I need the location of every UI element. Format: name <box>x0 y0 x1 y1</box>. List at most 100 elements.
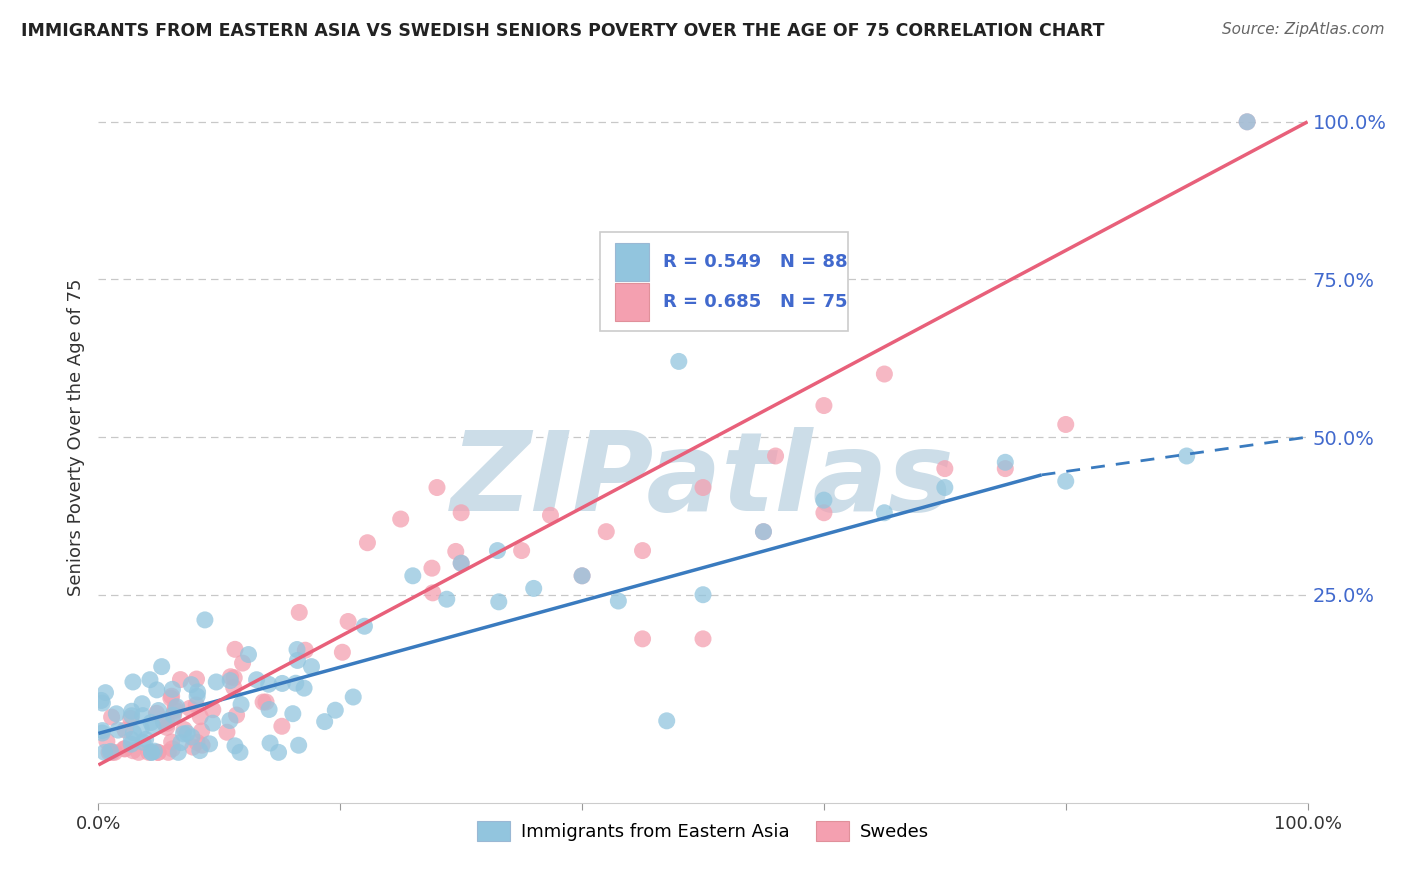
Point <box>222 681 245 695</box>
Point <box>156 720 179 734</box>
Point <box>1236 115 1258 129</box>
Point <box>143 744 166 758</box>
Text: ZIPatlas: ZIPatlas <box>451 427 955 534</box>
Point <box>252 695 274 709</box>
Point <box>139 673 162 687</box>
Point <box>201 716 224 731</box>
Point <box>232 656 254 670</box>
Point <box>167 745 190 759</box>
Point <box>188 709 211 723</box>
Point <box>201 703 224 717</box>
Point <box>752 524 775 539</box>
Legend: Immigrants from Eastern Asia, Swedes: Immigrants from Eastern Asia, Swedes <box>470 814 936 848</box>
Point <box>287 653 309 667</box>
Point <box>101 745 124 759</box>
Point <box>145 706 167 721</box>
Point <box>162 682 184 697</box>
Point <box>122 744 145 758</box>
Point <box>186 672 208 686</box>
Point <box>332 645 354 659</box>
Point <box>135 732 157 747</box>
Point <box>692 588 714 602</box>
Point <box>114 741 136 756</box>
Point <box>994 461 1017 475</box>
Point <box>342 690 364 704</box>
Point <box>114 723 136 737</box>
Point <box>257 702 280 716</box>
Point <box>631 632 654 646</box>
Point <box>1054 474 1077 488</box>
Point <box>173 723 195 737</box>
Point <box>420 561 443 575</box>
Point <box>100 710 122 724</box>
Point <box>813 493 835 508</box>
Point <box>224 642 246 657</box>
Point <box>323 703 346 717</box>
Point <box>139 715 162 730</box>
Point <box>450 556 472 570</box>
Point <box>121 708 143 723</box>
FancyBboxPatch shape <box>600 232 848 331</box>
Point <box>281 706 304 721</box>
Point <box>229 698 252 712</box>
Point <box>292 681 315 695</box>
Point <box>288 606 311 620</box>
Point <box>595 524 617 539</box>
Point <box>270 719 292 733</box>
Point <box>1054 417 1077 432</box>
Point <box>166 699 188 714</box>
Point <box>389 512 412 526</box>
Point <box>353 619 375 633</box>
Point <box>160 691 183 706</box>
Point <box>1236 115 1258 129</box>
Point <box>571 569 593 583</box>
Point <box>160 735 183 749</box>
Point <box>191 738 214 752</box>
Point <box>994 455 1017 469</box>
Point <box>486 543 509 558</box>
Point <box>224 671 246 685</box>
Point <box>162 708 184 723</box>
Point <box>96 734 118 748</box>
Point <box>224 739 246 753</box>
Point <box>219 673 242 688</box>
Point <box>138 745 160 759</box>
Point <box>93 745 115 759</box>
Point <box>120 737 142 751</box>
Point <box>1175 449 1198 463</box>
Point <box>436 592 458 607</box>
Point <box>121 732 143 747</box>
Point <box>225 708 247 723</box>
Point <box>301 659 323 673</box>
Point <box>813 506 835 520</box>
Point <box>257 677 280 691</box>
Point <box>146 745 169 759</box>
Point <box>186 735 208 749</box>
Point <box>169 673 191 687</box>
Point <box>934 481 956 495</box>
Point <box>450 506 472 520</box>
Point <box>450 556 472 570</box>
Y-axis label: Seniors Poverty Over the Age of 75: Seniors Poverty Over the Age of 75 <box>66 278 84 596</box>
Point <box>91 723 114 738</box>
Point <box>294 643 316 657</box>
Point <box>141 745 163 759</box>
Point <box>172 727 194 741</box>
Point <box>142 720 165 734</box>
Point <box>752 524 775 539</box>
Point <box>180 678 202 692</box>
Point <box>132 735 155 749</box>
Point <box>131 697 153 711</box>
Point <box>98 745 121 759</box>
Point <box>692 481 714 495</box>
Point <box>122 675 145 690</box>
Point <box>186 690 208 704</box>
Point <box>245 673 267 687</box>
Text: R = 0.549   N = 88: R = 0.549 N = 88 <box>664 252 848 270</box>
Point <box>607 594 630 608</box>
Point <box>631 543 654 558</box>
Point <box>205 675 228 690</box>
Text: IMMIGRANTS FROM EASTERN ASIA VS SWEDISH SENIORS POVERTY OVER THE AGE OF 75 CORRE: IMMIGRANTS FROM EASTERN ASIA VS SWEDISH … <box>21 22 1105 40</box>
Point <box>186 698 208 712</box>
Point <box>426 481 449 495</box>
